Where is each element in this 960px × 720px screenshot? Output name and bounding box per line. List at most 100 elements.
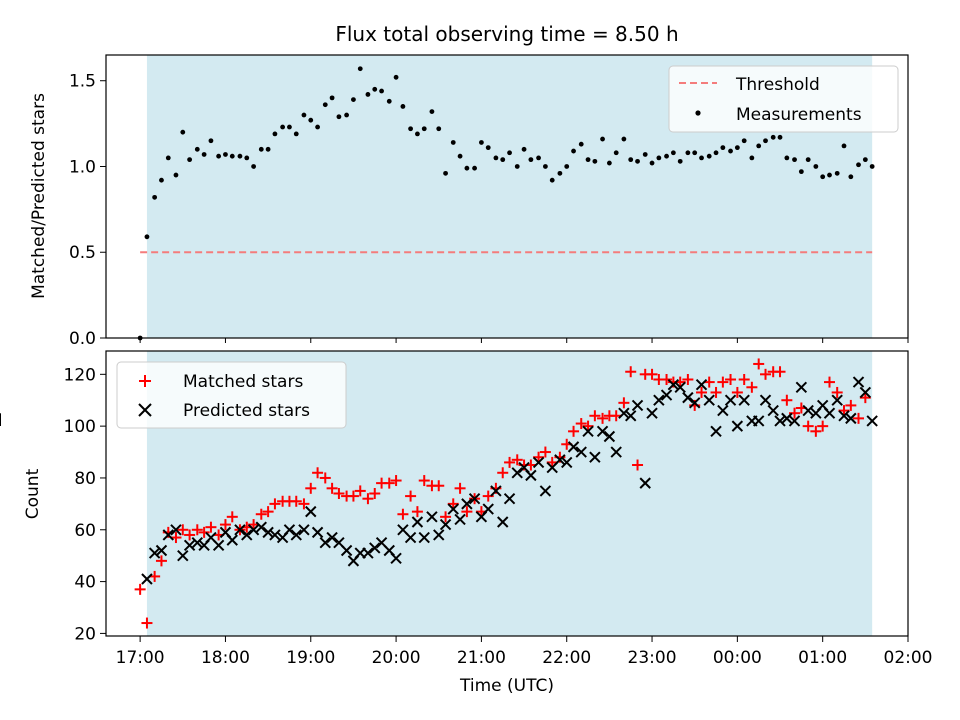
- predicted-star-marker: [426, 511, 438, 523]
- measurement-point: [514, 164, 520, 169]
- measurement-point: [479, 140, 484, 145]
- predicted-star-marker: [667, 378, 680, 391]
- predicted-star-marker: [866, 415, 878, 427]
- measurement-point: [677, 158, 683, 164]
- matched-star-marker: [205, 521, 217, 533]
- matched-stars-markers: [134, 358, 871, 629]
- measurement-point: [450, 140, 456, 145]
- count-y-tick-label: 120: [64, 365, 96, 385]
- count-y-axis-label: Count: [23, 468, 43, 519]
- matched-star-marker: [774, 366, 786, 378]
- measurement-point: [862, 157, 868, 163]
- measurement-point: [472, 165, 477, 171]
- predicted-star-marker: [567, 441, 580, 453]
- measurement-point: [813, 164, 819, 169]
- measurement-point: [606, 160, 612, 166]
- predicted-star-marker: [177, 549, 189, 562]
- predicted-star-marker: [859, 386, 872, 399]
- time-x-tick-label: 20:00: [372, 648, 421, 668]
- predicted-star-marker: [554, 454, 566, 466]
- measurement-point: [429, 109, 435, 114]
- legend-predicted-swatch: [138, 403, 152, 417]
- measurement-point: [485, 145, 491, 151]
- predicted-star-marker: [482, 503, 494, 515]
- predicted-star-marker: [802, 404, 814, 417]
- predicted-star-marker: [831, 394, 843, 406]
- matched-star-marker: [219, 519, 231, 531]
- measurement-point: [344, 112, 349, 118]
- measurement-point: [386, 98, 392, 104]
- legend-matched-label: Matched stars: [183, 372, 303, 392]
- measurement-point: [301, 112, 307, 118]
- measurement-point: [258, 146, 264, 152]
- measurement-point: [699, 155, 704, 161]
- matched-star-marker: [319, 472, 331, 484]
- time-x-tick-label: 19:00: [286, 648, 335, 668]
- predicted-star-marker: [447, 503, 459, 515]
- matched-star-marker: [177, 524, 189, 536]
- measurement-point: [585, 157, 591, 163]
- measurement-point: [365, 92, 371, 97]
- predicted-star-marker: [362, 547, 374, 559]
- matched-star-marker: [597, 412, 609, 424]
- predicted-star-marker: [148, 547, 161, 559]
- measurement-point: [351, 97, 356, 102]
- matched-star-marker: [383, 477, 395, 489]
- legend-threshold-label: Threshold: [735, 75, 820, 95]
- matched-star-marker: [582, 420, 594, 432]
- measurement-point: [656, 155, 662, 161]
- matched-star-marker: [454, 482, 466, 494]
- measurement-point: [720, 145, 726, 151]
- measurement-point: [415, 131, 420, 137]
- matched-star-marker: [853, 412, 865, 424]
- matched-star-marker: [661, 374, 673, 385]
- measurement-point: [792, 157, 797, 163]
- measurement-point: [173, 172, 179, 178]
- measurement-point: [798, 169, 804, 175]
- matched-star-marker: [369, 488, 381, 499]
- measurement-point: [777, 134, 783, 140]
- matched-star-marker: [248, 519, 260, 531]
- measurement-point: [244, 155, 250, 161]
- predicted-star-marker: [823, 407, 836, 419]
- matched-star-marker: [262, 506, 274, 518]
- time-x-tick-label: 17:00: [116, 648, 165, 668]
- matched-star-marker: [170, 532, 182, 544]
- matched-star-marker: [461, 506, 473, 518]
- matched-star-marker: [440, 511, 452, 523]
- measurement-point: [649, 160, 655, 166]
- matched-star-marker: [312, 467, 324, 479]
- measurement-point: [834, 170, 840, 176]
- matched-star-marker: [546, 456, 558, 468]
- measurement-point: [216, 153, 222, 159]
- measurement-point: [237, 153, 243, 159]
- predicted-star-marker: [539, 485, 552, 497]
- measurement-point: [521, 146, 527, 152]
- predicted-star-marker: [433, 529, 445, 541]
- predicted-star-marker: [283, 524, 296, 536]
- measurement-point: [493, 155, 499, 161]
- measurement-point: [400, 104, 406, 109]
- time-x-tick-label: 00:00: [713, 648, 762, 668]
- measurement-point: [372, 86, 378, 92]
- predicted-star-marker: [511, 467, 523, 479]
- measurement-point: [827, 172, 832, 178]
- matched-star-marker: [433, 480, 445, 492]
- matched-star-marker: [625, 366, 637, 378]
- predicted-star-marker: [674, 381, 686, 393]
- predicted-star-marker: [774, 415, 786, 427]
- predicted-star-marker: [191, 537, 203, 549]
- matched-star-marker: [802, 420, 814, 432]
- matched-star-marker: [405, 490, 417, 502]
- predicted-star-marker: [183, 539, 196, 552]
- measurement-point: [713, 150, 719, 156]
- predicted-star-marker: [369, 542, 381, 554]
- matched-star-marker: [418, 475, 430, 487]
- predicted-star-marker: [390, 552, 402, 564]
- time-x-tick-label: 23:00: [628, 648, 677, 668]
- matched-star-marker: [589, 410, 601, 422]
- count-y-tick-label: 20: [74, 624, 96, 644]
- ratio-y-ticks: 0.0 0.5 1.0 1.5: [69, 72, 106, 349]
- predicted-star-marker: [639, 477, 651, 489]
